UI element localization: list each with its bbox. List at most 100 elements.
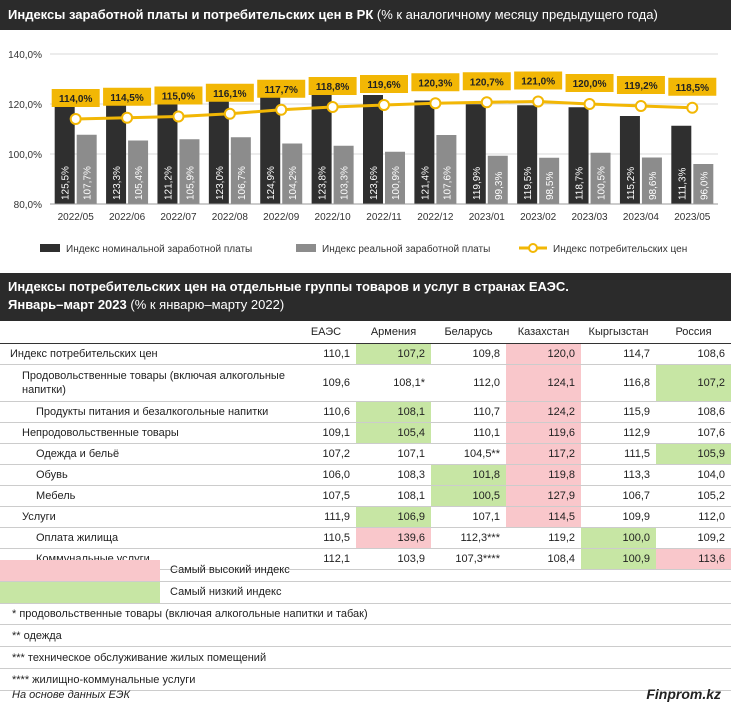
legend-real-swatch	[296, 244, 316, 252]
table-cell: 101,8	[431, 464, 506, 486]
cpi-label-box	[462, 72, 511, 91]
row-label: Одежда и бельё	[0, 443, 296, 465]
legend-nominal-swatch	[40, 244, 60, 252]
x-tick-label: 2022/07	[160, 212, 197, 223]
table-cell: 109,6	[296, 364, 356, 402]
cpi-point	[69, 113, 82, 125]
cpi-label-box	[205, 83, 254, 102]
cpi-label-box	[411, 73, 460, 92]
brand-logo: Finprom.kz	[646, 686, 721, 702]
cpi-point	[480, 96, 493, 109]
source-note: На основе данных ЕЭК	[12, 689, 130, 701]
table-cell: 107,1	[431, 506, 506, 528]
table-cell: 108,1*	[356, 364, 431, 402]
table-cell: 108,6	[656, 343, 731, 365]
cpi-point	[326, 101, 339, 113]
real-wage-bar	[230, 137, 251, 204]
nominal-wage-bar	[106, 95, 127, 204]
row-label: Непродовольственные товары	[0, 422, 296, 444]
cpi-label-box	[616, 76, 665, 94]
table-cell: 139,6	[356, 527, 431, 549]
cpi-label-box	[565, 74, 614, 92]
nominal-wage-bar	[208, 96, 229, 204]
real-wage-label: 98,5%	[545, 172, 556, 200]
real-wage-bar	[436, 135, 457, 204]
cpi-label: 118,5%	[676, 83, 709, 94]
table-cell: 127,9	[506, 485, 581, 507]
cpi-label: 114,5%	[110, 93, 143, 104]
cpi-label: 120,7%	[470, 77, 504, 88]
legend-high-swatch	[0, 560, 160, 581]
table-cell: 113,3	[581, 464, 656, 486]
row-label: Продовольственные товары (включая алкого…	[0, 364, 296, 402]
table-cell: 111,9	[296, 506, 356, 528]
cpi-point	[634, 100, 647, 112]
nominal-wage-bar	[157, 101, 178, 204]
cpi-point	[223, 107, 236, 120]
x-tick-label: 2022/11	[366, 212, 402, 223]
table-title-period: Январь–март 2023	[8, 297, 127, 312]
table-cell: 110,7	[431, 401, 506, 423]
row-label: Мебель	[0, 485, 296, 507]
nominal-wage-bar	[465, 104, 486, 204]
cpi-label-box	[103, 87, 152, 106]
y-tick-label: 140,0%	[8, 50, 42, 61]
table-cell: 119,6	[506, 422, 581, 444]
cpi-label: 118,8%	[316, 82, 349, 93]
nominal-wage-label: 111,3%	[677, 167, 688, 200]
table-cell: 106,7	[581, 485, 656, 507]
real-wage-bar	[385, 151, 405, 204]
table-cell: 112,3***	[431, 527, 506, 549]
table-cell: 112,0	[656, 506, 731, 528]
table-row: Непродовольственные товары 109,1 105,4 110,…	[0, 422, 731, 444]
cpi-label: 117,7%	[265, 85, 298, 96]
cpi-label: 115,0%	[162, 92, 195, 103]
legend-real-label: Индекс реальной заработной платы	[322, 243, 490, 255]
nominal-wage-label: 121,2%	[163, 166, 174, 200]
column-header: Казахстан	[506, 321, 581, 344]
table-cell: 100,9	[581, 548, 656, 570]
table-cell: 108,1	[356, 485, 431, 507]
row-label: Обувь	[0, 464, 296, 486]
table-cell: 105,2	[656, 485, 731, 507]
table-cell: 110,1	[431, 422, 506, 444]
table-cell: 104,0	[656, 464, 731, 486]
table-title: Индексы потребительских цен на отдельные…	[0, 273, 731, 321]
table-cell: 108,3	[356, 464, 431, 486]
table-row: Продукты питания и безалкогольные напитк…	[0, 401, 731, 423]
chart-title-bold: Индексы заработной платы и потребительск…	[8, 7, 374, 22]
table-cell: 112,9	[581, 422, 656, 444]
table-title-unit: (% к январю–марту 2022)	[126, 297, 285, 312]
nominal-wage-bar	[568, 107, 589, 204]
real-wage-label: 98,6%	[648, 172, 659, 200]
nominal-wage-label: 123,0%	[215, 166, 226, 200]
cpi-label: 119,6%	[367, 80, 400, 91]
wage-cpi-chart: 80,0% 100,0% 120,0% 140,0% 125,5% 107,7% 2022/…	[8, 50, 718, 255]
real-wage-label: 105,9%	[185, 166, 196, 200]
nominal-wage-label: 119,5%	[523, 167, 534, 200]
x-tick-label: 2023/04	[623, 212, 660, 223]
table-cell: 104,5**	[431, 443, 506, 465]
y-tick-label: 120,0%	[8, 100, 42, 111]
table-cell: 108,4	[506, 548, 581, 570]
cpi-label-box	[308, 77, 357, 95]
footnote-1: * продовольственные товары (включая алко…	[0, 604, 731, 625]
x-tick-label: 2022/09	[263, 212, 300, 223]
table-cell: 109,9	[581, 506, 656, 528]
cpi-point	[429, 97, 442, 110]
table-cell: 100,5	[431, 485, 506, 507]
x-tick-label: 2022/12	[417, 212, 454, 223]
table-row: Услуги 111,9 106,9 107,1 114,5 109,9 112,0	[0, 506, 731, 528]
column-header: Кыргызстан	[581, 321, 656, 344]
table-cell: 124,2	[506, 401, 581, 423]
cpi-table: ЕАЭС Армения Беларусь Казахстан Кыргызстан Ро…	[0, 321, 731, 570]
cpi-label-box	[257, 79, 306, 98]
real-wage-label: 100,5%	[597, 166, 608, 200]
chart-title-subtitle: (% к аналогичному месяцу предыдущего год…	[373, 7, 658, 22]
column-header: ЕАЭС	[296, 321, 356, 344]
cpi-label: 121,0%	[521, 77, 555, 88]
nominal-wage-label: 123,6%	[369, 166, 380, 200]
cpi-point	[532, 95, 545, 108]
table-cell: 107,2	[656, 364, 731, 402]
cpi-point	[583, 98, 596, 110]
